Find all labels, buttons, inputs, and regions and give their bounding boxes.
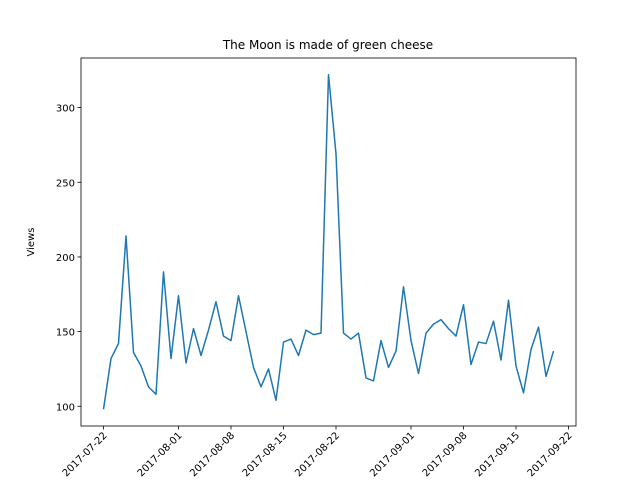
y-tick-label: 300 [56,104,75,115]
y-tick-label: 250 [56,178,75,189]
line [102,73,555,410]
axes-frame [80,57,577,427]
y-tick-label: 150 [56,328,75,339]
y-tick-label: 200 [56,253,75,264]
y-axis-label: Views [26,228,37,257]
chart-title: The Moon is made of green cheese [222,38,433,52]
y-tick-label: 100 [56,402,75,413]
